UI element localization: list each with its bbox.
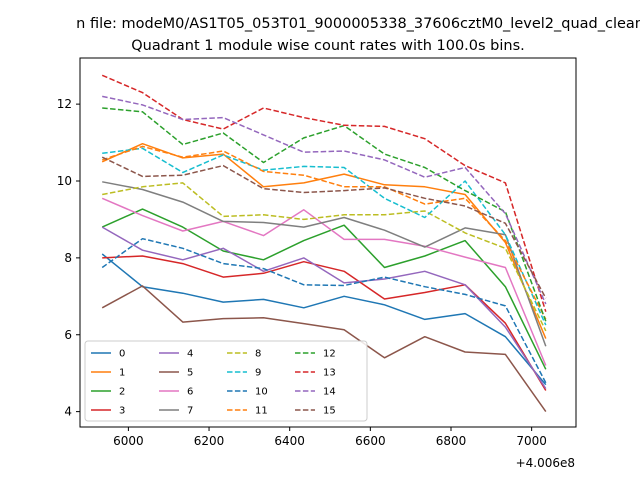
series-5-line: [101, 285, 547, 413]
series-0-line: [101, 253, 547, 386]
x-offset-label: +4.006e8: [516, 456, 575, 470]
y-tick-label: 12: [57, 97, 72, 111]
series-15-line: [101, 156, 547, 299]
chart-title: Quadrant 1 module wise count rates with …: [131, 38, 525, 54]
y-tick-label: 10: [57, 174, 72, 188]
series-2-line: [101, 208, 547, 370]
series-13-line: [101, 74, 547, 312]
legend-label-1: 1: [119, 368, 125, 379]
series-12-line: [102, 107, 547, 322]
series-4-line: [101, 226, 547, 390]
legend-label-9: 9: [255, 368, 261, 379]
series-7-line: [102, 181, 547, 347]
chart-suptitle: n file: modeM0/AS1T05_053T01_9000005338_…: [76, 16, 640, 32]
series-8-line: [102, 182, 547, 332]
x-tick-label: 6600: [355, 434, 386, 448]
legend-label-2: 2: [119, 387, 125, 398]
x-tick-label: 6800: [436, 434, 467, 448]
x-tick-label: 7000: [516, 434, 547, 448]
legend-label-0: 0: [119, 349, 125, 360]
y-axis: 4 6 8 10 12: [57, 97, 80, 419]
legend-label-8: 8: [255, 349, 261, 360]
legend-label-15: 15: [323, 406, 336, 417]
series-11-line: [101, 145, 547, 320]
series-14-line: [102, 95, 547, 305]
legend-label-6: 6: [187, 387, 193, 398]
x-tick-label: 6000: [113, 434, 144, 448]
legend-label-4: 4: [187, 349, 193, 360]
legend-label-3: 3: [119, 406, 125, 417]
plot-frame: [79, 57, 577, 428]
x-axis: 6000 6200 6400 6600 6800 7000: [113, 427, 547, 448]
legend-label-7: 7: [187, 406, 193, 417]
legend-label-5: 5: [187, 368, 193, 379]
y-tick-label: 8: [64, 251, 72, 265]
x-tick-label: 6400: [274, 434, 305, 448]
legend-label-12: 12: [323, 349, 336, 360]
series-1-line: [101, 142, 547, 339]
legend-label-14: 14: [323, 387, 336, 398]
series-9-line: [102, 147, 547, 326]
series-10-line: [101, 237, 547, 384]
series-6-line: [101, 197, 547, 366]
legend-label-11: 11: [255, 406, 268, 417]
y-tick-label: 4: [64, 405, 72, 419]
series-layer: [101, 74, 547, 413]
legend-label-10: 10: [255, 387, 268, 398]
legend-frame: [84, 340, 368, 422]
x-tick-label: 6200: [194, 434, 225, 448]
y-tick-label: 6: [64, 328, 72, 342]
legend-label-13: 13: [323, 368, 336, 379]
